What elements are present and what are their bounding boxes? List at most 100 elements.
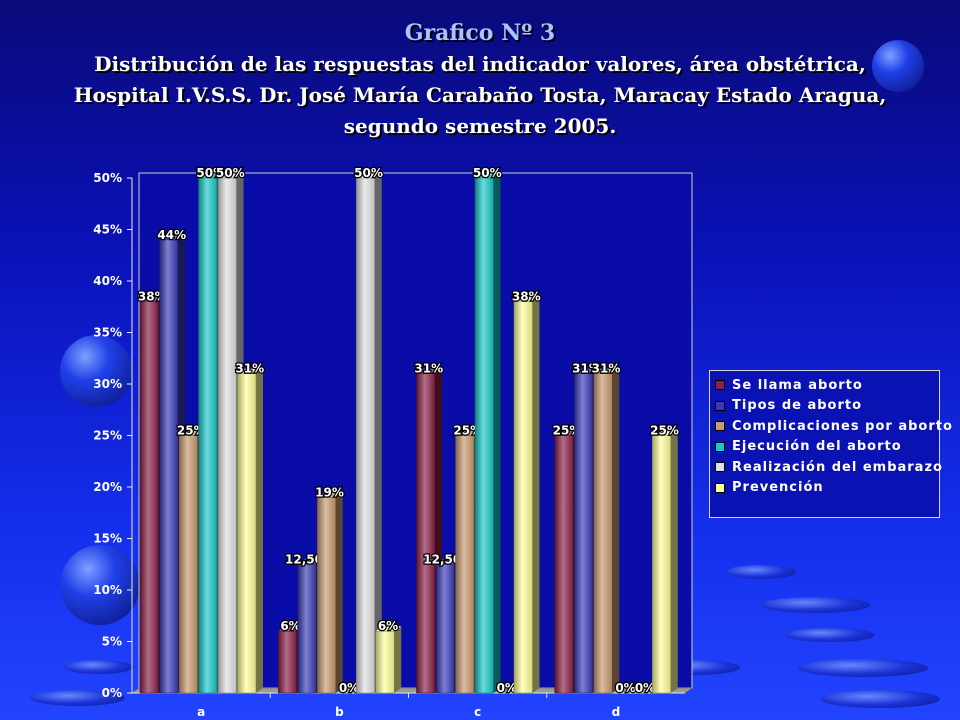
legend-swatch <box>715 421 725 432</box>
data-label: 31% <box>572 362 601 376</box>
bar <box>513 301 533 694</box>
legend-swatch <box>715 400 725 411</box>
bar-side <box>670 430 678 693</box>
bar-top <box>436 559 462 565</box>
legend-swatch <box>715 482 725 493</box>
legend-item: Tipos de aborto <box>715 396 939 417</box>
decorative-ellipse <box>785 628 875 642</box>
decorative-sphere <box>60 335 132 407</box>
bar-top <box>475 173 501 178</box>
y-tick-label: 20% <box>93 480 122 494</box>
data-label: 19% <box>315 485 344 499</box>
y-tick-label: 5% <box>102 635 122 649</box>
y-tick-label: 30% <box>93 377 122 391</box>
chart-title-line: Distribución de las respuestas del indic… <box>94 52 866 76</box>
data-label: 0% <box>497 681 517 695</box>
y-tick-label: 35% <box>93 326 122 340</box>
bar-top <box>237 368 263 374</box>
data-label: 50% <box>216 166 245 180</box>
bar-top <box>278 626 304 632</box>
legend-label: Complicaciones por aborto <box>732 418 953 434</box>
y-tick-label: 40% <box>93 274 122 288</box>
data-label: 50% <box>354 166 383 180</box>
legend-swatch <box>715 462 725 473</box>
legend-swatch <box>715 380 725 391</box>
decorative-ellipse <box>64 660 134 674</box>
bar-top <box>317 492 343 498</box>
bar-top <box>198 173 224 178</box>
chart-title-line: Hospital I.V.S.S. Dr. José María Carabañ… <box>73 83 887 107</box>
bar <box>139 301 159 694</box>
bar-top <box>159 234 185 240</box>
data-label: 0% <box>339 681 359 695</box>
bar-side <box>612 368 620 693</box>
bar <box>278 630 297 694</box>
bar-side <box>493 173 501 693</box>
x-tick-label: d <box>612 705 621 719</box>
data-label: 31% <box>235 362 264 376</box>
bar <box>237 373 257 694</box>
decorative-sphere <box>872 40 924 92</box>
bar-top <box>356 173 382 178</box>
decorative-sphere <box>60 545 140 625</box>
y-tick-label: 0% <box>102 686 122 700</box>
bar <box>474 177 494 694</box>
decorative-ellipse <box>798 659 928 677</box>
legend-item: Ejecución del aborto <box>715 437 939 458</box>
bar <box>574 373 593 694</box>
data-label: 6% <box>280 619 300 633</box>
bar <box>416 373 436 694</box>
legend-label: Se llama aborto <box>732 377 863 393</box>
bar-top <box>416 368 442 374</box>
data-label: 31% <box>414 362 443 376</box>
bar-top <box>375 626 402 632</box>
data-label: 0% <box>615 681 635 695</box>
y-tick-label: 45% <box>93 223 122 237</box>
bar-top <box>652 430 678 436</box>
legend-swatch <box>715 441 725 452</box>
x-tick-label: a <box>197 705 205 719</box>
legend-item: Complicaciones por aborto <box>715 416 952 437</box>
legend-item: Realización del embarazo <box>715 457 942 478</box>
chart-title: Grafico Nº 3 Distribución de las respues… <box>0 18 960 142</box>
data-label: 0% <box>635 681 655 695</box>
decorative-ellipse <box>760 597 870 613</box>
legend-label: Prevención <box>732 480 824 496</box>
decorative-ellipse <box>30 690 125 706</box>
bar-top <box>179 430 205 436</box>
bar-side <box>394 626 402 693</box>
legend-label: Realización del embarazo <box>732 459 943 475</box>
bar <box>356 177 375 694</box>
bar <box>375 630 395 694</box>
bar-side <box>256 368 263 693</box>
y-tick-label: 25% <box>93 429 122 443</box>
decorative-ellipse <box>820 690 940 708</box>
data-label: 38% <box>512 290 541 304</box>
bar-top <box>455 430 481 436</box>
chart-legend: Se llama aborto Tipos de aborto Complicaci… <box>709 370 952 518</box>
bar <box>178 435 198 694</box>
bar <box>593 373 613 694</box>
bar-top <box>554 430 581 436</box>
bar <box>435 564 455 694</box>
bar-top <box>593 368 620 374</box>
chart-title-number: Grafico Nº 3 <box>404 20 556 46</box>
bar <box>554 435 574 694</box>
x-tick-label: b <box>335 705 344 719</box>
y-tick-label: 15% <box>93 532 122 546</box>
bar-top <box>514 296 540 302</box>
data-label: 6% <box>378 619 398 633</box>
bar <box>652 435 671 694</box>
legend-label: Tipos de aborto <box>732 398 863 414</box>
x-tick-label: c <box>474 705 481 719</box>
bar <box>297 564 317 694</box>
bar-side <box>532 296 540 693</box>
data-label: 25% <box>650 424 679 438</box>
decorative-ellipse <box>726 565 796 579</box>
data-label: 50% <box>196 166 225 180</box>
legend-item: Se llama aborto <box>715 375 939 396</box>
bar-top <box>297 559 324 565</box>
y-tick-label: 50% <box>93 171 122 185</box>
bar <box>198 177 218 694</box>
